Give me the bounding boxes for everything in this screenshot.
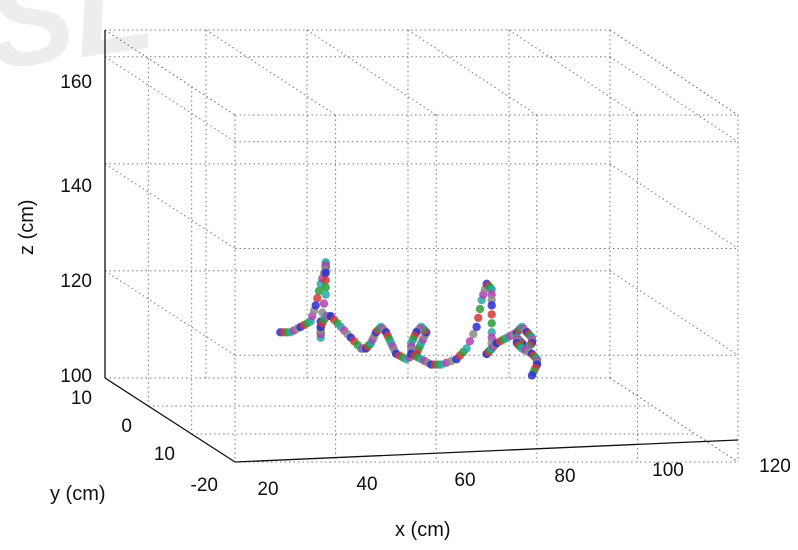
data-point: [314, 286, 324, 296]
grid-line: [508, 29, 638, 116]
grid-line: [205, 29, 336, 116]
data-point: [527, 371, 537, 380]
data-points: [276, 258, 542, 380]
x-tick-label: 60: [454, 470, 475, 491]
x-tick-label: 80: [554, 466, 575, 487]
data-point: [472, 322, 481, 332]
grid-line: [609, 56, 739, 143]
grid-line: [407, 29, 538, 116]
data-point: [311, 301, 320, 310]
grid-line: [104, 163, 236, 249]
grid-line: [609, 163, 739, 249]
grid-line: [306, 29, 437, 116]
grid-lines: [104, 29, 739, 463]
grid-line: [609, 29, 739, 116]
x-axis-line: [234, 439, 739, 463]
axis-lines: [104, 30, 739, 463]
x-axis-label: x (cm): [395, 519, 451, 541]
data-point: [474, 313, 483, 323]
data-point: [321, 283, 330, 292]
z-tick-label: 120: [60, 271, 92, 292]
data-point: [487, 319, 496, 328]
grid-line: [104, 56, 236, 143]
data-point: [321, 268, 330, 278]
z-tick-label: 160: [60, 72, 92, 93]
y-tick-label: 0: [121, 416, 132, 437]
data-point: [487, 301, 496, 310]
grid-line: [609, 270, 739, 356]
grid-line: [104, 29, 236, 116]
grid-line: [104, 270, 236, 356]
y-tick-label: -20: [191, 475, 218, 496]
data-point: [462, 344, 471, 353]
y-axis-label: y (cm): [50, 483, 106, 505]
y-tick-label: 10: [154, 444, 175, 465]
data-point: [321, 290, 330, 299]
x-tick-label: 40: [356, 474, 377, 495]
z-axis-label: z (cm): [16, 199, 38, 255]
x-tick-label: 120: [759, 456, 791, 477]
y-axis-line: [104, 377, 236, 463]
data-point: [469, 329, 478, 339]
z-tick-label: 140: [60, 176, 92, 197]
data-point: [321, 276, 330, 285]
grid-line: [609, 377, 739, 463]
z-tick-label: 100: [60, 366, 92, 387]
x-tick-label: 100: [652, 460, 684, 481]
y-tick-label: 10: [71, 388, 92, 409]
x-tick-label: 20: [257, 479, 278, 500]
data-point: [475, 304, 485, 314]
data-point: [487, 310, 496, 319]
data-point: [313, 294, 322, 303]
data-point: [465, 337, 475, 346]
data-point: [319, 299, 329, 308]
